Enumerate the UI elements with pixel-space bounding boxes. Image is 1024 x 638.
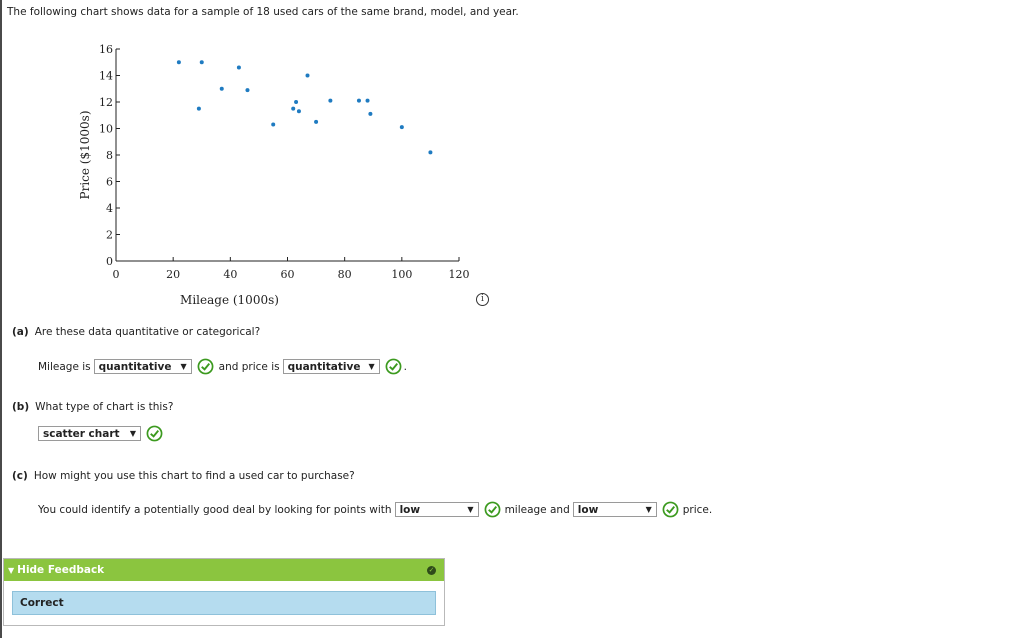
y-tick-label: 4	[106, 202, 113, 215]
answer-a-row: Mileage is quantitative ▼ and price is qu…	[38, 358, 407, 375]
data-point	[291, 106, 296, 111]
chevron-down-icon: ▼	[368, 362, 375, 371]
price-type-value: quantitative	[287, 360, 361, 373]
check-icon	[146, 425, 163, 442]
feedback-panel: ▼ Hide Feedback ✓ Correct	[3, 558, 445, 626]
data-point	[294, 100, 299, 104]
price-level-select[interactable]: low ▼	[572, 502, 657, 517]
check-icon	[385, 358, 402, 375]
data-point	[176, 60, 181, 65]
data-point	[356, 98, 361, 103]
chevron-down-icon: ▼	[645, 505, 652, 514]
data-point	[368, 111, 373, 116]
x-axis-label: Mileage (1000s)	[180, 293, 279, 307]
x-tick-label: 120	[449, 268, 470, 281]
question-b-text: What type of chart is this?	[35, 401, 174, 413]
answer-a-text2: and price is	[218, 360, 280, 373]
chart-type-select[interactable]: scatter chart ▼	[38, 426, 141, 441]
hide-feedback-toggle[interactable]: ▼ Hide Feedback ✓	[4, 559, 444, 581]
question-a-text: Are these data quantitative or categoric…	[34, 326, 261, 338]
data-point	[296, 109, 301, 114]
mileage-level-value: low	[399, 503, 421, 516]
chart-axes	[115, 49, 459, 262]
answer-c-text3: price.	[682, 503, 713, 516]
mileage-type-select[interactable]: quantitative ▼	[93, 359, 192, 374]
answer-b-row: scatter chart ▼	[35, 425, 165, 442]
data-point	[305, 73, 310, 78]
scatter-chart: 0 20 40 60 80 100 120 0 2 4 6 8 10 12 14 16 Mileage (10…	[78, 43, 470, 307]
x-tick-label: 80	[338, 268, 352, 281]
hide-feedback-label: Hide Feedback	[17, 564, 105, 576]
x-tick-label: 60	[281, 268, 295, 281]
intro-text: The following chart shows data for a sam…	[7, 6, 519, 18]
check-icon	[484, 501, 500, 518]
mileage-type-value: quantitative	[98, 360, 172, 373]
answer-c-text2: mileage and	[504, 503, 570, 516]
correct-status-icon: ✓	[427, 565, 436, 575]
question-b: (b) What type of chart is this?	[12, 401, 173, 413]
data-point	[199, 60, 204, 65]
y-tick-label: 12	[99, 96, 113, 109]
data-point	[365, 98, 370, 103]
data-point	[328, 98, 333, 103]
y-tick-label: 8	[106, 149, 113, 162]
data-point	[399, 125, 404, 130]
data-point	[428, 150, 433, 155]
data-point	[219, 86, 224, 91]
y-tick-label: 6	[106, 176, 113, 189]
y-tick-label: 16	[99, 43, 113, 56]
answer-a-end: .	[403, 360, 407, 373]
data-point	[245, 88, 250, 93]
question-c: (c) How might you use this chart to find …	[12, 470, 355, 482]
x-tick-label: 0	[113, 268, 120, 281]
y-tick-label: 10	[99, 123, 113, 136]
chevron-down-icon: ▼	[467, 505, 474, 514]
check-icon	[197, 358, 214, 375]
data-point	[314, 119, 319, 124]
chart-type-value: scatter chart	[43, 427, 120, 440]
y-tick-label: 0	[106, 255, 113, 268]
question-a-label: (a)	[12, 326, 29, 338]
info-icon[interactable]: i	[476, 293, 489, 306]
mileage-level-select[interactable]: low ▼	[394, 502, 479, 517]
chart-ticks: 0 20 40 60 80 100 120 0 2 4 6 8 10 12 14 16	[99, 43, 470, 281]
chevron-down-icon: ▼	[180, 362, 187, 371]
x-tick-label: 40	[223, 268, 237, 281]
answer-c-row: You could identify a potentially good de…	[38, 501, 712, 518]
triangle-down-icon: ▼	[8, 566, 15, 575]
data-point	[271, 122, 276, 127]
answer-c-text1: You could identify a potentially good de…	[38, 503, 392, 516]
data-point	[196, 106, 201, 111]
price-type-select[interactable]: quantitative ▼	[282, 359, 380, 374]
y-axis-label: Price ($1000s)	[78, 111, 92, 200]
price-level-value: low	[577, 503, 599, 516]
y-tick-label: 14	[99, 70, 113, 83]
chevron-down-icon: ▼	[129, 429, 136, 438]
question-b-label: (b)	[12, 401, 30, 413]
y-tick-label: 2	[106, 229, 113, 242]
feedback-result: Correct	[12, 591, 436, 615]
chart-points	[176, 60, 433, 155]
question-c-text: How might you use this chart to find a u…	[33, 470, 355, 482]
answer-a-text1: Mileage is	[38, 360, 91, 373]
x-tick-label: 20	[166, 268, 180, 281]
x-tick-label: 100	[391, 268, 412, 281]
data-point	[236, 65, 241, 70]
question-a: (a) Are these data quantitative or catego…	[12, 326, 260, 338]
check-icon	[662, 501, 679, 518]
question-c-label: (c)	[12, 470, 28, 482]
left-border	[0, 0, 2, 638]
